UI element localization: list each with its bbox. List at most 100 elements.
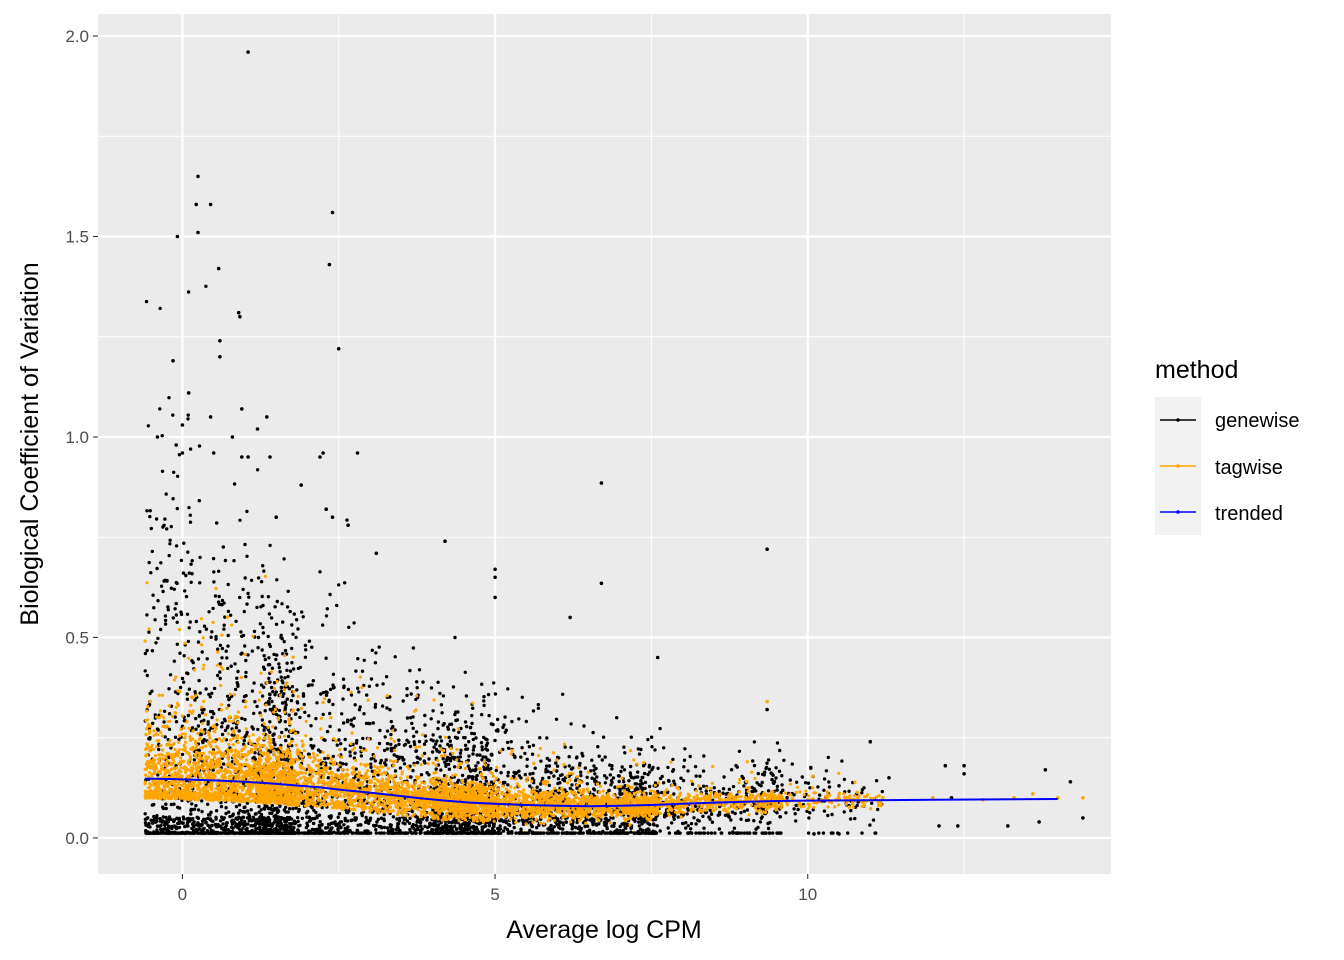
genewise-point: [246, 653, 250, 657]
genewise-point: [617, 774, 621, 778]
genewise-point: [328, 711, 332, 716]
genewise-point: [296, 708, 300, 712]
genewise-point: [780, 783, 784, 787]
genewise-point: [309, 737, 313, 741]
genewise-point: [243, 810, 247, 814]
genewise-point: [185, 692, 189, 696]
genewise-point: [840, 759, 844, 763]
genewise-point: [414, 749, 418, 753]
genewise-point: [314, 810, 318, 815]
genewise-point: [642, 771, 647, 776]
genewise-point: [629, 735, 633, 739]
genewise-point: [803, 781, 808, 785]
genewise-point: [528, 772, 532, 776]
genewise-point: [452, 728, 456, 732]
genewise-point: [512, 825, 516, 830]
genewise-point: [236, 310, 241, 315]
genewise-point: [318, 455, 322, 459]
tagwise-point: [192, 668, 196, 672]
genewise-point: [295, 701, 300, 705]
genewise-point: [271, 690, 275, 694]
genewise-point: [263, 657, 267, 662]
genewise-point: [438, 831, 442, 835]
genewise-point: [488, 831, 492, 835]
genewise-point: [770, 777, 774, 782]
genewise-point: [266, 815, 271, 820]
genewise-point: [317, 826, 321, 830]
genewise-point: [274, 622, 279, 626]
genewise-point: [189, 580, 193, 584]
genewise-point: [272, 827, 276, 832]
genewise-point: [259, 683, 264, 687]
genewise-point: [160, 434, 164, 438]
genewise-point: [266, 806, 271, 811]
genewise-point: [277, 708, 282, 713]
genewise-point: [608, 773, 612, 777]
genewise-point: [356, 823, 360, 827]
genewise-point: [277, 665, 281, 670]
genewise-point: [267, 663, 272, 667]
genewise-point: [174, 601, 178, 606]
genewise-point: [150, 803, 154, 807]
genewise-point: [261, 564, 265, 568]
genewise-point: [827, 785, 832, 789]
genewise-point: [408, 764, 412, 768]
genewise-point: [175, 581, 179, 586]
genewise-point: [213, 594, 218, 598]
genewise-point: [268, 692, 272, 697]
genewise-point: [281, 831, 285, 835]
genewise-point: [621, 828, 625, 833]
genewise-point: [421, 680, 425, 684]
genewise-point: [244, 694, 248, 698]
genewise-point: [230, 435, 235, 439]
genewise-point: [795, 780, 799, 784]
genewise-point: [178, 651, 182, 655]
genewise-point: [175, 234, 180, 239]
genewise-point: [569, 767, 574, 771]
genewise-point: [148, 691, 152, 696]
genewise-point: [186, 713, 191, 718]
genewise-point: [638, 784, 643, 789]
genewise-point: [358, 745, 363, 750]
genewise-point: [271, 733, 275, 737]
genewise-point: [595, 775, 599, 779]
genewise-point: [371, 721, 375, 725]
tagwise-point: [869, 807, 873, 811]
genewise-point: [274, 712, 279, 717]
genewise-point: [155, 828, 159, 832]
genewise-point: [204, 821, 208, 825]
genewise-point: [868, 823, 872, 827]
genewise-point: [636, 747, 640, 751]
genewise-point: [471, 737, 475, 742]
genewise-point: [962, 763, 966, 768]
genewise-point: [558, 826, 562, 831]
genewise-point: [245, 509, 249, 514]
genewise-point: [394, 831, 398, 835]
genewise-point: [302, 831, 307, 835]
genewise-point: [186, 550, 190, 554]
genewise-point: [493, 692, 498, 696]
tagwise-point: [214, 586, 218, 591]
genewise-point: [793, 812, 797, 816]
genewise-point: [484, 747, 488, 751]
genewise-point: [507, 823, 511, 827]
genewise-point: [287, 713, 291, 717]
genewise-point: [172, 470, 176, 474]
genewise-point: [147, 737, 151, 741]
genewise-point: [446, 725, 450, 729]
genewise-point: [144, 823, 148, 827]
genewise-point: [463, 720, 468, 724]
genewise-point: [226, 582, 230, 587]
genewise-point: [159, 627, 163, 632]
genewise-point: [482, 703, 486, 708]
genewise-point: [450, 755, 455, 759]
genewise-point: [151, 821, 155, 825]
genewise-point: [373, 661, 378, 665]
genewise-point: [523, 772, 527, 777]
genewise-point: [169, 524, 173, 529]
genewise-point: [147, 821, 151, 826]
genewise-point: [471, 752, 475, 756]
genewise-point: [693, 764, 698, 769]
genewise-point: [424, 739, 428, 743]
genewise-point: [234, 619, 238, 623]
